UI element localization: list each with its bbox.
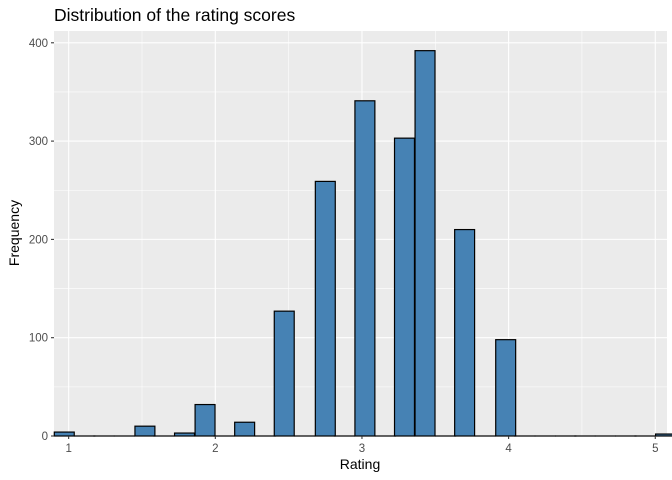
histogram-bar [173,432,196,437]
histogram-bar [134,425,156,437]
x-axis-title: Rating [340,456,380,472]
y-axis: 0 100 200 300 400 [29,38,54,443]
histogram-bar [234,421,256,437]
histogram-bar [393,137,416,437]
y-tick-label: 300 [29,136,48,148]
y-axis-title: Frequency [6,200,22,266]
y-tick-label: 400 [29,38,48,50]
histogram-bar [414,50,436,437]
y-tick-label: 100 [29,333,48,345]
histogram-bar [454,228,476,437]
x-tick-label: 5 [652,443,658,455]
histogram-bar [273,310,295,437]
histogram-bar [495,339,517,437]
x-tick-label: 1 [65,443,71,455]
x-tick-label: 4 [505,443,512,455]
chart-title: Distribution of the rating scores [54,5,295,25]
histogram-bar [53,431,75,437]
histogram-bar [354,100,376,437]
histogram-bar [654,433,672,437]
histogram-bars [53,50,672,437]
y-tick-label: 200 [29,234,48,246]
x-axis: 1 2 3 4 5 [65,436,658,455]
x-tick-label: 2 [212,443,218,455]
histogram-bar [194,403,216,437]
histogram-bar [314,180,336,437]
y-tick-label: 0 [42,431,48,443]
x-tick-label: 3 [359,443,365,455]
